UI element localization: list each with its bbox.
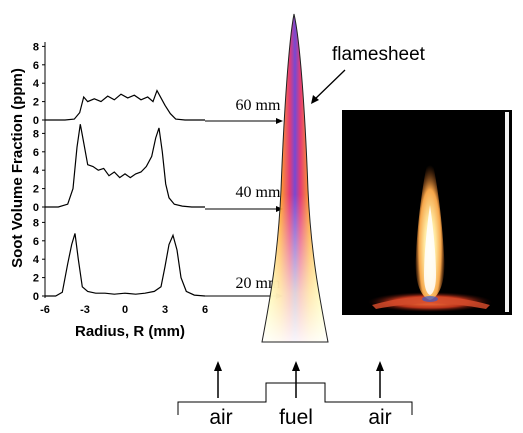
flame-soot-map <box>261 13 329 343</box>
inlet-arrows <box>214 361 384 398</box>
soot-curve-40-mm <box>45 124 205 208</box>
y-tick-label: 0 <box>33 291 39 303</box>
y-tick-label: 0 <box>33 115 39 127</box>
x-tick-label: -3 <box>80 304 90 316</box>
y-tick-label: 8 <box>33 217 39 229</box>
y-tick-label: 0 <box>33 202 39 214</box>
y-tick-label: 8 <box>33 41 39 53</box>
y-tick-label: 4 <box>33 78 40 90</box>
height-label: 40 mm <box>236 184 281 201</box>
y-tick-label: 2 <box>33 184 39 196</box>
height-arrowhead <box>276 118 283 124</box>
y-tick-label: 6 <box>33 60 39 72</box>
x-tick-label: 6 <box>202 304 208 316</box>
x-tick-label: 0 <box>122 304 128 316</box>
y-tick-label: 2 <box>33 273 39 285</box>
height-label: 60 mm <box>236 97 281 114</box>
y-tick-label: 8 <box>33 128 39 140</box>
flamesheet-arrow <box>311 69 346 104</box>
x-tick-label: -6 <box>40 304 50 316</box>
x-tick-label: 3 <box>162 304 168 316</box>
y-axis-label: Soot Volume Fraction (ppm) <box>9 68 26 268</box>
y-tick-label: 4 <box>33 254 40 266</box>
inlet-label-air-right: air <box>368 406 391 429</box>
y-tick-label: 6 <box>33 147 39 159</box>
chart-curves <box>45 89 206 297</box>
y-tick-label: 4 <box>33 165 40 177</box>
y-tick-label: 2 <box>33 97 39 109</box>
flame-outline <box>261 13 329 343</box>
flame-photo <box>342 110 512 315</box>
height-label: 20 mm <box>236 275 281 292</box>
x-tick-labels: -6 -3 0 3 6 <box>40 304 208 316</box>
x-axis-label: Radius, R (mm) <box>75 323 185 340</box>
soot-curve-20-mm <box>45 233 206 297</box>
flamesheet-label: flamesheet <box>332 44 426 65</box>
soot-curve-60-mm <box>45 89 205 121</box>
y-tick-label: 6 <box>33 236 39 248</box>
inlet-label-air-left: air <box>209 406 232 429</box>
inlet-label-fuel: fuel <box>279 406 313 429</box>
burner-bracket <box>177 382 413 415</box>
height-labels: 60 mm 40 mm 20 mm <box>205 97 283 299</box>
